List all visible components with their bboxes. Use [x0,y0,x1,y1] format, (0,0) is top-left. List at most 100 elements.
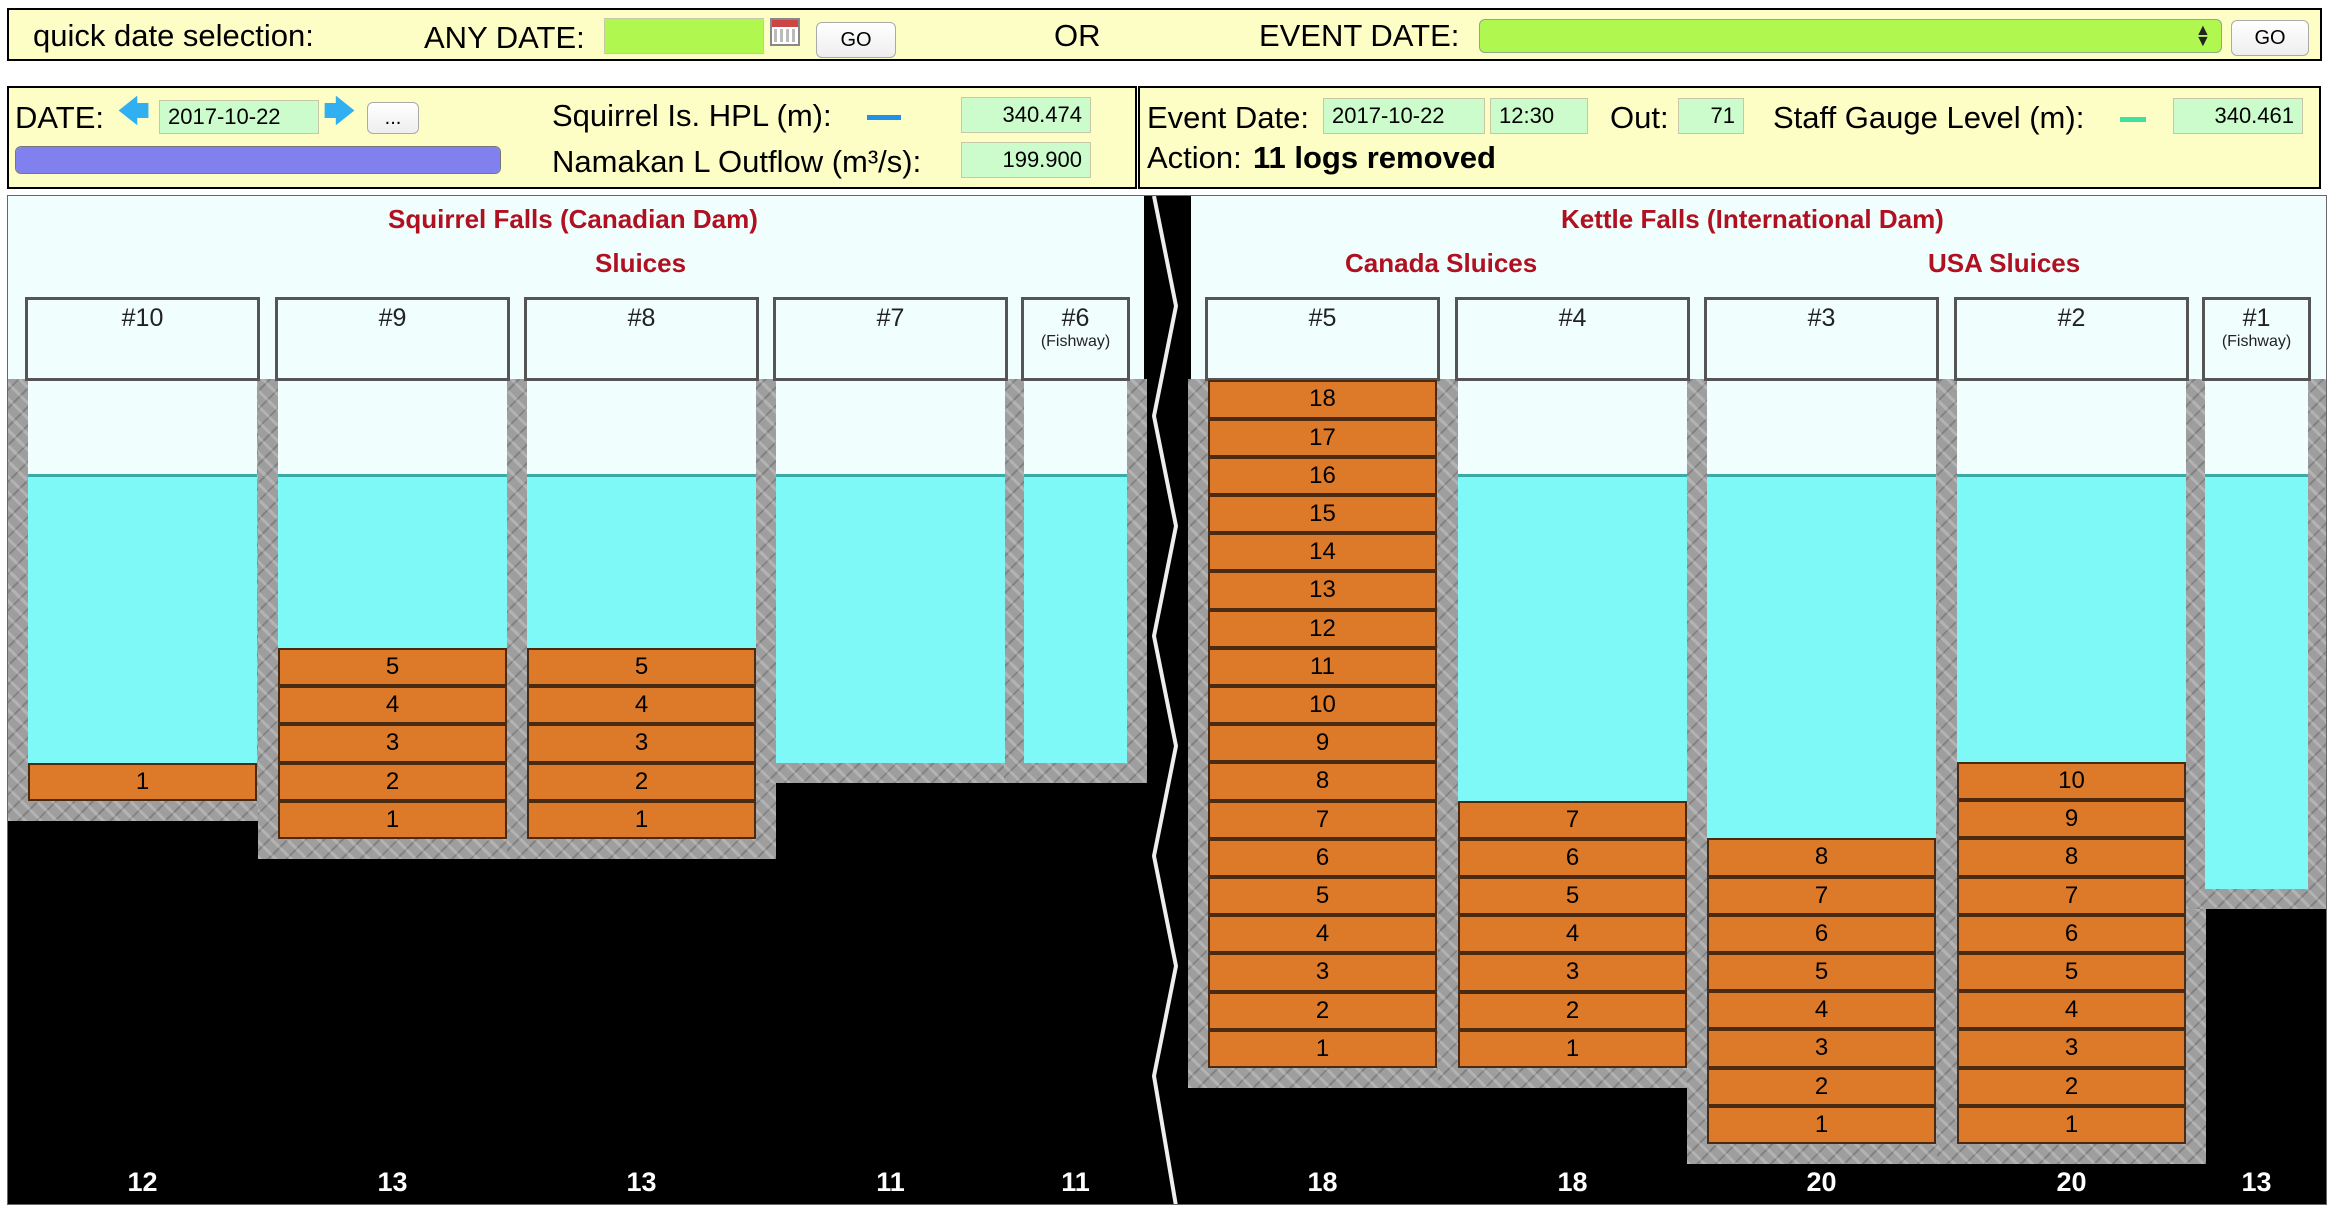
sluice-header: #2 [1954,297,2189,381]
out-label: Out: [1610,100,1669,135]
stop-log[interactable]: 6 [1957,914,2186,953]
stop-log[interactable]: 4 [1707,991,1936,1030]
stop-log[interactable]: 18 [1208,380,1437,419]
kettle-title: Kettle Falls (International Dam) [1561,204,1944,234]
sluice-water [1707,474,1936,839]
event-time-value: 12:30 [1490,98,1588,134]
sluice-note: (Fishway) [1040,333,1111,350]
sluice-name: #10 [121,304,164,332]
stop-log[interactable]: 8 [1707,838,1936,877]
event-date-select[interactable] [1479,19,2222,53]
stop-log[interactable]: 3 [278,724,507,763]
stop-log[interactable]: 8 [1957,838,2186,877]
stop-log[interactable]: 3 [1707,1029,1936,1068]
arrow-right-icon[interactable]: 🡆 [323,93,357,129]
any-date-label: ANY DATE: [424,20,585,55]
sluice-header: #8 [524,297,759,381]
stop-log[interactable]: 1 [1458,1029,1687,1068]
stop-log[interactable]: 5 [278,648,507,687]
stop-log[interactable]: 4 [1208,915,1437,954]
calendar-icon[interactable] [770,18,800,46]
stop-log[interactable]: 1 [278,800,507,839]
quick-date-bar: quick date selection: ANY DATE: GO OR EV… [7,8,2322,61]
stop-log[interactable]: 5 [527,648,756,687]
event-date-value: 2017-10-22 [1323,98,1485,134]
sluice-header: #5 [1205,297,1440,381]
sluice-log-count: 13 [377,1167,408,1197]
sluice-log-count: 18 [1557,1167,1588,1197]
stop-log[interactable]: 5 [1458,877,1687,916]
sluice-name: #7 [876,304,905,332]
stop-log[interactable]: 5 [1208,877,1437,916]
squirrel-sluices-label: Sluices [595,248,687,278]
stop-log[interactable]: 4 [527,686,756,725]
stop-log[interactable]: 1 [1707,1105,1936,1144]
stop-log[interactable]: 7 [1957,876,2186,915]
stop-log[interactable]: 4 [1957,991,2186,1030]
sluice-water [278,474,507,648]
stop-log[interactable]: 2 [527,762,756,801]
stop-log[interactable]: 5 [1707,953,1936,992]
stop-log[interactable]: 6 [1208,838,1437,877]
stop-log[interactable]: 2 [1208,991,1437,1030]
stop-log[interactable]: 12 [1208,609,1437,648]
stop-log[interactable]: 6 [1458,838,1687,877]
stop-log[interactable]: 7 [1208,800,1437,839]
chevron-updown-icon: ▲ ▼ [2195,22,2211,50]
out-value: 71 [1678,98,1744,134]
sluice-log-count: 13 [2241,1167,2272,1197]
sluice-name: #9 [378,304,407,332]
stop-log[interactable]: 4 [278,686,507,725]
stop-log[interactable]: 1 [1957,1105,2186,1144]
stop-log[interactable]: 10 [1957,762,2186,801]
stop-log[interactable]: 11 [1208,647,1437,686]
stop-log[interactable]: 6 [1707,914,1936,953]
stop-log[interactable]: 15 [1208,495,1437,534]
hpl-value: 340.474 [961,97,1091,133]
stop-log[interactable]: 1 [527,800,756,839]
progress-bar [15,146,501,174]
stop-log[interactable]: 10 [1208,686,1437,725]
sluice-water [776,474,1005,763]
outflow-label: Namakan L Outflow (m³/s): [552,144,922,179]
stop-log[interactable]: 14 [1208,533,1437,572]
stop-log[interactable]: 3 [1458,953,1687,992]
event-date-go-button[interactable]: GO [2231,20,2309,56]
date-input[interactable]: 2017-10-22 [159,100,319,134]
stop-log[interactable]: 3 [1208,953,1437,992]
arrow-left-icon[interactable]: 🡄 [117,93,151,129]
stop-log[interactable]: 5 [1957,953,2186,992]
stop-log[interactable]: 16 [1208,456,1437,495]
stop-log[interactable]: 4 [1458,915,1687,954]
stop-log[interactable]: 8 [1208,762,1437,801]
date-panel: DATE: 🡄 2017-10-22 🡆 ... Squirrel Is. HP… [7,86,1137,189]
any-date-go-button[interactable]: GO [816,22,896,58]
sluice-water [527,474,756,648]
stop-log[interactable]: 1 [28,762,257,801]
stop-log[interactable]: 7 [1707,876,1936,915]
stop-log[interactable]: 2 [1458,991,1687,1030]
sluice-header: #10 [25,297,260,381]
stop-log[interactable]: 9 [1957,800,2186,839]
any-date-input[interactable] [604,18,764,54]
squirrel-title: Squirrel Falls (Canadian Dam) [388,204,758,234]
stop-log[interactable]: 9 [1208,724,1437,763]
sluice-log-count: 11 [876,1167,905,1197]
sluice-header: #9 [275,297,510,381]
dam-diagram: Squirrel Falls (Canadian Dam) Sluices Ke… [7,195,2327,1205]
stop-log[interactable]: 2 [1957,1067,2186,1106]
stop-log[interactable]: 7 [1458,800,1687,839]
stop-log[interactable]: 13 [1208,571,1437,610]
sluice-header: #3 [1704,297,1939,381]
sluice-water [2205,474,2308,889]
stop-log[interactable]: 1 [1208,1029,1437,1068]
stop-log[interactable]: 2 [278,762,507,801]
more-button[interactable]: ... [367,102,419,134]
stop-log[interactable]: 3 [527,724,756,763]
sluice-name: #3 [1807,304,1836,332]
stop-log[interactable]: 2 [1707,1067,1936,1106]
hpl-legend-line [867,115,901,120]
stop-log[interactable]: 17 [1208,418,1437,457]
stop-log[interactable]: 3 [1957,1029,2186,1068]
sluice-name: #4 [1558,304,1587,332]
